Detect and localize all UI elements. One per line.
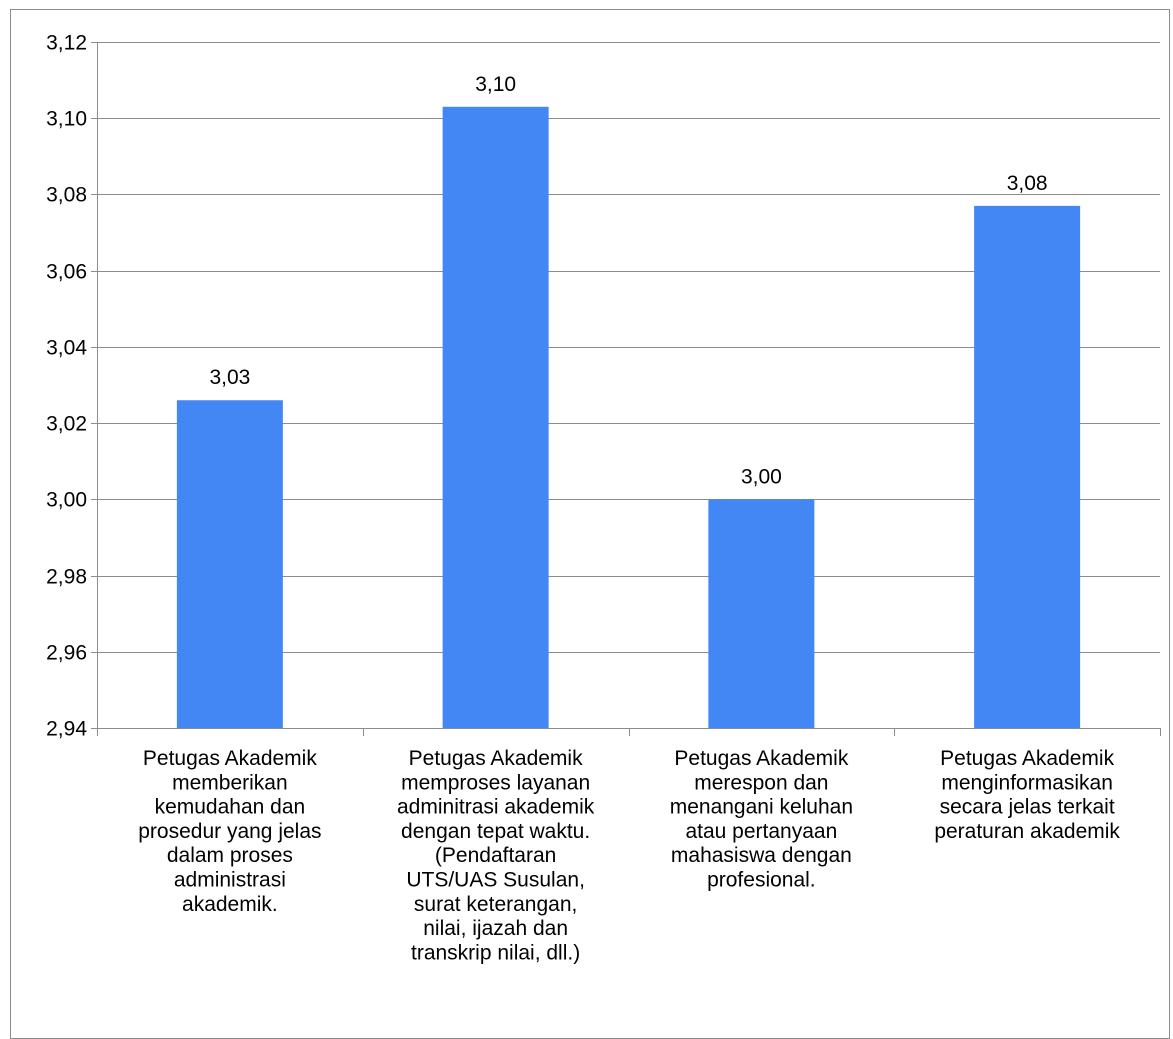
x-tick-label-line: administrasi [174,869,286,892]
y-tick-labels: 2,94 2,96 2,98 3,00 3,02 3,04 3,06 3,08 3,10 3,12 [46,32,87,741]
x-tick-label-line: prosedur yang jelas [138,820,321,843]
bars [176,106,1081,729]
x-tick-label: Petugas Akademik memberikan kemudahan dan p… [138,747,321,916]
x-tick-label-line: peraturan akademik [934,820,1120,843]
x-tick-label-line: atau pertanyaan [685,820,837,843]
x-tick-label-line: memproses layanan [401,771,590,794]
bar [974,205,1081,728]
bar [176,400,283,728]
x-tick-label-line: Petugas Akademik [143,747,317,770]
y-tick-label: 3,10 [46,108,87,131]
y-tick-label: 3,02 [46,413,87,436]
x-tick-label-line: transkrip nilai, dll.) [411,941,580,964]
y-tick-label: 3,06 [46,261,87,284]
x-tick-label-line: Petugas Akademik [409,747,583,770]
axes [91,42,1161,736]
x-tick-label-line: menangani keluhan [670,796,853,819]
x-tick-label-line: kemudahan dan [155,796,306,819]
x-tick-label-line: mahasiswa dengan [671,844,852,867]
x-tick-label-line: memberikan [172,771,288,794]
x-tick-label-line: profesional. [707,869,816,892]
x-tick-label: Petugas Akademik memproses layanan adminit… [397,747,595,964]
x-tick-label-line: dalam proses [167,844,293,867]
x-tick-label-line: akademik. [182,893,278,916]
data-label: 3,08 [1007,172,1048,195]
x-tick-label-line: menginformasikan [941,771,1113,794]
x-tick-label: Petugas Akademik merespon dan menangani ke… [670,747,853,892]
y-tick-label: 3,08 [46,184,87,207]
data-label: 3,10 [475,73,516,96]
x-tick-label-line: Petugas Akademik [940,747,1114,770]
y-tick-label: 2,98 [46,566,87,589]
x-tick-label-line: adminitrasi akademik [397,796,595,819]
x-tick-label-line: surat keterangan, [414,893,577,916]
x-tick-label-line: Petugas Akademik [674,747,848,770]
y-tick-label: 3,00 [46,489,87,512]
y-tick-label: 2,94 [46,718,87,741]
x-tick-label-line: (Pendaftaran [435,844,556,867]
data-label: 3,03 [209,366,250,389]
x-tick-label: Petugas Akademik menginformasikan secara j… [934,747,1120,843]
bar [442,106,549,729]
y-tick-label: 2,96 [46,642,87,665]
bar [708,499,815,728]
data-label: 3,00 [741,465,782,488]
x-tick-label-line: UTS/UAS Susulan, [406,869,585,892]
y-tick-label: 3,04 [46,337,87,360]
x-tick-label-line: nilai, ijazah dan [423,917,568,940]
data-labels: 3,03 3,10 3,00 3,08 [209,73,1047,489]
x-tick-label-line: secara jelas terkait [940,796,1115,819]
x-tick-labels: Petugas Akademik memberikan kemudahan dan p… [138,747,1120,964]
x-tick-label-line: merespon dan [694,771,828,794]
y-tick-label: 3,12 [46,32,87,55]
x-tick-label-line: dengan tepat waktu. [401,820,590,843]
